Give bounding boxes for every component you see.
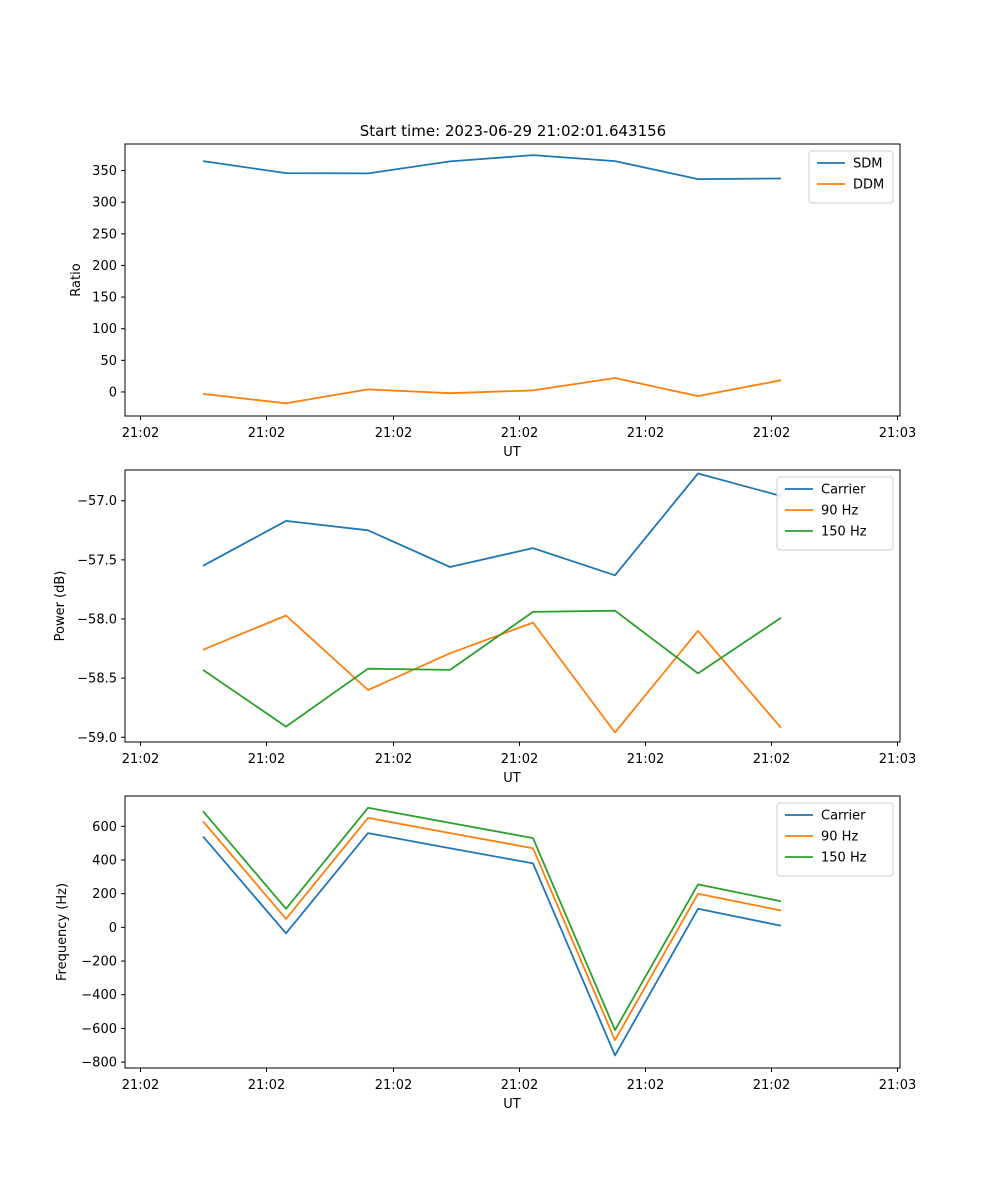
frequency-legend-label-0: Carrier	[821, 809, 866, 824]
power-series-1-line	[202, 614, 782, 734]
ratio-y-tick-label: 50	[100, 354, 117, 369]
power-x-tick-label: 21:02	[501, 752, 538, 767]
frequency-series-0-line	[202, 832, 782, 1057]
power-axes-frame	[124, 469, 901, 743]
ratio-legend-label-1: DDM	[853, 178, 884, 193]
frequency-y-tick-label: −200	[81, 955, 117, 970]
ratio-y-tick-label: 350	[92, 164, 117, 179]
power-panel-xlabel: UT	[503, 771, 521, 786]
ratio-y-tick-label: 100	[92, 322, 117, 337]
ratio-legend: SDM DDM	[808, 150, 894, 204]
power-y-tick-label: −57.5	[77, 553, 117, 568]
power-x-tick-label: 21:02	[375, 752, 412, 767]
frequency-axes-frame	[124, 795, 901, 1069]
power-y-tick-label: −58.0	[77, 613, 117, 628]
ratio-legend-label-0: SDM	[853, 157, 882, 172]
ratio-y-tick-label: 300	[92, 196, 117, 211]
power-legend: Carrier 90 Hz 150 Hz	[776, 476, 894, 551]
ratio-y-tick-label: 150	[92, 291, 117, 306]
power-series-2-line	[202, 609, 782, 728]
ratio-y-tick-label: 250	[92, 227, 117, 242]
frequency-panel-ylabel: Frequency (Hz)	[55, 883, 70, 981]
ratio-series-1-line	[202, 377, 782, 405]
power-legend-label-1: 90 Hz	[821, 504, 858, 519]
ratio-x-tick-label: 21:02	[122, 426, 159, 441]
ratio-panel: Ratio UT 21:02 21:02 21:02 21:02 21:02 21:02 2…	[69, 143, 916, 460]
frequency-x-tick-label: 21:02	[122, 1078, 159, 1093]
power-x-tick-label: 21:02	[122, 752, 159, 767]
frequency-legend: Carrier 90 Hz 150 Hz	[776, 802, 894, 877]
figure-title: Start time: 2023-06-29 21:02:01.643156	[360, 122, 666, 140]
ratio-panel-ylabel: Ratio	[69, 263, 84, 296]
power-legend-label-2: 150 Hz	[821, 525, 867, 540]
ratio-panel-xlabel: UT	[503, 445, 521, 460]
frequency-y-tick-label: −600	[81, 1022, 117, 1037]
ratio-x-tick-label: 21:02	[501, 426, 538, 441]
power-x-tick-label: 21:02	[753, 752, 790, 767]
power-panel: Power (dB) UT 21:02 21:02 21:02 21:02 21:02 2…	[53, 469, 916, 786]
ratio-legend-box	[808, 150, 894, 204]
power-panel-ylabel: Power (dB)	[53, 571, 68, 642]
power-y-tick-label: −57.0	[77, 494, 117, 509]
frequency-y-tick-label: 0	[109, 921, 117, 936]
frequency-y-tick-label: 400	[92, 854, 117, 869]
frequency-x-tick-label: 21:02	[627, 1078, 664, 1093]
frequency-y-tick-label: −400	[81, 988, 117, 1003]
ratio-axes-frame	[124, 143, 901, 417]
frequency-y-tick-label: −800	[81, 1056, 117, 1071]
power-x-tick-label: 21:02	[627, 752, 664, 767]
frequency-x-tick-label: 21:03	[879, 1078, 916, 1093]
power-x-tick-label: 21:02	[248, 752, 285, 767]
ratio-y-tick-label: 200	[92, 259, 117, 274]
frequency-legend-label-2: 150 Hz	[821, 851, 867, 866]
frequency-legend-label-1: 90 Hz	[821, 830, 858, 845]
ratio-y-tick-label: 0	[109, 385, 117, 400]
power-y-tick-label: −58.5	[77, 672, 117, 687]
ratio-x-tick-label: 21:02	[375, 426, 412, 441]
power-series-0-line	[202, 472, 782, 577]
ratio-x-tick-label: 21:02	[248, 426, 285, 441]
frequency-series-2-line	[202, 806, 782, 1031]
ratio-x-tick-label: 21:03	[879, 426, 916, 441]
frequency-x-tick-label: 21:02	[248, 1078, 285, 1093]
frequency-y-tick-label: 600	[92, 820, 117, 835]
frequency-y-tick-label: 200	[92, 887, 117, 902]
frequency-x-tick-label: 21:02	[753, 1078, 790, 1093]
power-legend-label-0: Carrier	[821, 483, 866, 498]
frequency-series-1-line	[202, 817, 782, 1042]
frequency-x-tick-label: 21:02	[501, 1078, 538, 1093]
frequency-panel-xlabel: UT	[503, 1097, 521, 1112]
power-y-tick-label: −59.0	[77, 731, 117, 746]
ratio-x-tick-label: 21:02	[753, 426, 790, 441]
frequency-x-tick-label: 21:02	[375, 1078, 412, 1093]
frequency-panel: Frequency (Hz) UT 21:02 21:02 21:02 21:02 21…	[55, 795, 916, 1112]
power-x-tick-label: 21:03	[879, 752, 916, 767]
ratio-x-tick-label: 21:02	[627, 426, 664, 441]
ratio-series-0-line	[202, 154, 782, 181]
